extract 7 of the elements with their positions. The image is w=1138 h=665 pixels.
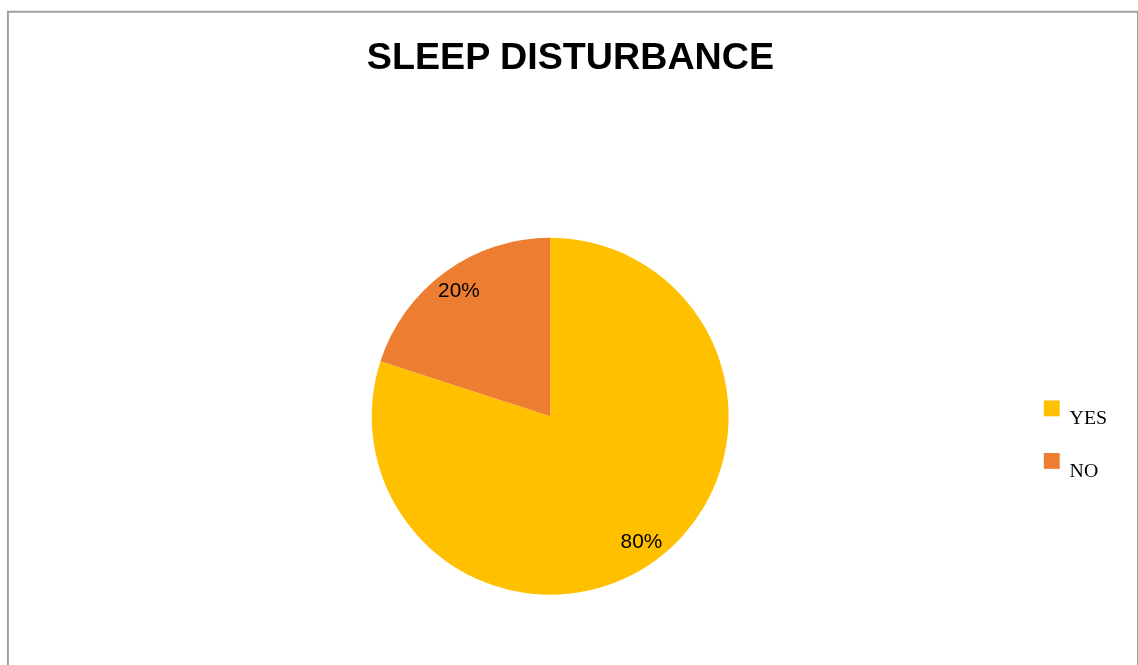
chart-title: SLEEP DISTURBANCE xyxy=(366,35,775,78)
legend-label: NO xyxy=(1069,458,1099,481)
data-label: 20% xyxy=(438,277,480,301)
data-label: 80% xyxy=(620,528,663,552)
pie-slice xyxy=(380,237,551,417)
pie-slice xyxy=(372,237,729,595)
legend-label: YES xyxy=(1069,406,1108,429)
